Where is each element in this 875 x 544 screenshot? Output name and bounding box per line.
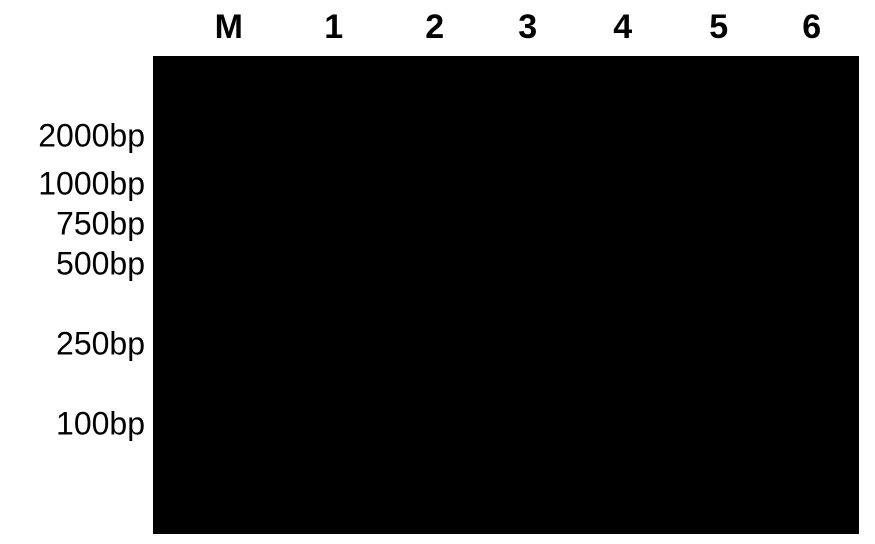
lane-label-M: M: [215, 8, 244, 47]
lane-label-1: 1: [324, 8, 343, 47]
marker-label-250bp: 250bp: [0, 326, 145, 363]
lane-label-3: 3: [518, 8, 537, 47]
lane-label-6: 6: [802, 8, 821, 47]
marker-labels-col: 2000bp 1000bp 750bp 500bp 250bp 100bp: [0, 56, 153, 534]
marker-label-100bp: 100bp: [0, 406, 145, 443]
lane-label-5: 5: [709, 8, 728, 47]
lane-label-2: 2: [425, 8, 444, 47]
lane-label-4: 4: [613, 8, 632, 47]
marker-label-750bp: 750bp: [0, 206, 145, 243]
marker-label-500bp: 500bp: [0, 246, 145, 283]
gel-image-box: [153, 56, 859, 534]
lane-labels-row: M 1 2 3 4 5 6: [0, 8, 875, 58]
gel-figure: M 1 2 3 4 5 6 2000bp 1000bp 750bp 500bp …: [0, 0, 875, 544]
marker-label-1000bp: 1000bp: [0, 166, 145, 203]
marker-label-2000bp: 2000bp: [0, 118, 145, 155]
